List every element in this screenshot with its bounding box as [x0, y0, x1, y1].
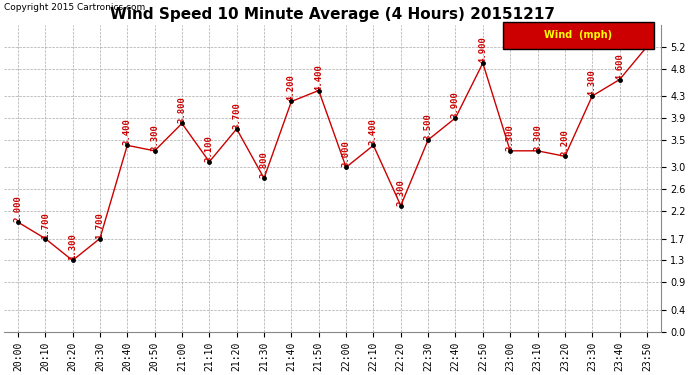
Text: 3.400: 3.400 — [369, 118, 378, 146]
Text: 1.700: 1.700 — [41, 211, 50, 238]
Text: 3.300: 3.300 — [506, 124, 515, 151]
Text: 1.700: 1.700 — [95, 211, 104, 238]
Text: Wind  (mph): Wind (mph) — [544, 30, 613, 40]
Text: 3.700: 3.700 — [232, 102, 241, 129]
Title: Wind Speed 10 Minute Average (4 Hours) 20151217: Wind Speed 10 Minute Average (4 Hours) 2… — [110, 7, 555, 22]
Text: 3.500: 3.500 — [424, 113, 433, 140]
Text: 2.300: 2.300 — [396, 179, 405, 206]
Text: 5.200: 5.200 — [642, 20, 651, 46]
Text: Copyright 2015 Cartronics.com: Copyright 2015 Cartronics.com — [4, 3, 146, 12]
Text: 3.400: 3.400 — [123, 118, 132, 146]
Text: 3.800: 3.800 — [177, 96, 186, 123]
Text: 4.400: 4.400 — [314, 64, 323, 90]
Text: 4.900: 4.900 — [478, 36, 487, 63]
Text: 1.300: 1.300 — [68, 234, 77, 261]
Text: 4.600: 4.600 — [615, 53, 624, 80]
Text: 3.900: 3.900 — [451, 91, 460, 118]
Text: 3.000: 3.000 — [342, 140, 351, 167]
Text: 3.100: 3.100 — [205, 135, 214, 162]
Text: 4.300: 4.300 — [588, 69, 597, 96]
Text: 2.000: 2.000 — [13, 195, 22, 222]
Text: 3.200: 3.200 — [560, 129, 569, 156]
Text: 3.300: 3.300 — [533, 124, 542, 151]
Text: 4.200: 4.200 — [287, 75, 296, 102]
Text: 2.800: 2.800 — [259, 152, 268, 178]
FancyBboxPatch shape — [503, 22, 654, 49]
Text: 3.300: 3.300 — [150, 124, 159, 151]
